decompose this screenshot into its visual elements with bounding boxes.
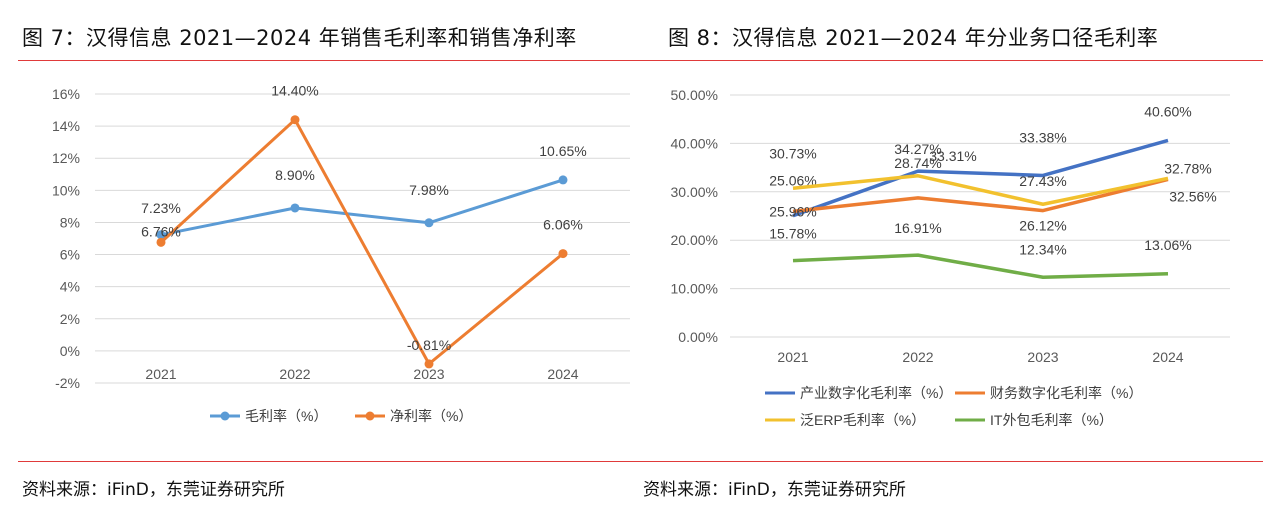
y-tick-label: 6%: [60, 247, 80, 263]
x-tick-label: 2021: [777, 349, 808, 365]
data-label: 34.27%: [894, 141, 941, 157]
series-line-1: [792, 138, 1169, 218]
series-line-2: [792, 177, 1169, 214]
data-label: 8.90%: [275, 167, 315, 183]
figure7-source: 资料来源：iFinD，东莞证券研究所: [22, 480, 285, 500]
y-tick-label: 40.00%: [671, 135, 718, 151]
y-tick-label: 10.00%: [671, 281, 718, 297]
y-tick-label: -2%: [55, 375, 80, 391]
title-divider: [18, 60, 1263, 61]
x-tick-label: 2022: [279, 366, 310, 382]
y-tick-label: 4%: [60, 279, 80, 295]
y-tick-label: 10%: [52, 182, 80, 198]
y-tick-label: 0%: [60, 343, 80, 359]
y-tick-label: 20.00%: [671, 232, 718, 248]
data-label: 32.56%: [1169, 188, 1216, 204]
data-label: 33.38%: [1019, 129, 1066, 145]
data-point: [156, 230, 166, 240]
data-point: [558, 175, 568, 185]
legend-label: 净利率（%）: [390, 408, 472, 424]
data-label: 33.31%: [929, 148, 976, 164]
data-label: 12.34%: [1019, 241, 1066, 257]
x-tick-label: 2024: [547, 366, 578, 382]
figure8-source: 资料来源：iFinD，东莞证券研究所: [643, 480, 906, 500]
legend-marker: [365, 411, 375, 421]
series-line-2: [159, 118, 564, 366]
legend-label: 产业数字化毛利率（%）: [800, 385, 952, 401]
data-label: 6.06%: [543, 217, 583, 233]
data-label: 10.65%: [539, 143, 586, 159]
y-tick-label: 12%: [52, 150, 80, 166]
data-label: 28.74%: [894, 155, 941, 171]
data-point: [558, 249, 568, 259]
data-label: 26.12%: [1019, 218, 1066, 234]
y-tick-label: 14%: [52, 118, 80, 134]
x-tick-label: 2023: [1027, 349, 1058, 365]
data-point: [424, 218, 434, 228]
series-line-4: [792, 253, 1169, 280]
data-label: 16.91%: [894, 220, 941, 236]
y-tick-label: 0.00%: [678, 329, 718, 345]
data-label: -0.81%: [407, 337, 451, 353]
legend-label: 泛ERP毛利率（%）: [800, 412, 925, 428]
y-tick-label: 30.00%: [671, 184, 718, 200]
data-label: 25.06%: [769, 173, 816, 189]
data-label: 7.23%: [141, 200, 181, 216]
data-label: 30.73%: [769, 145, 816, 161]
data-label: 13.06%: [1144, 237, 1191, 253]
figure8-title: 图 8：汉得信息 2021—2024 年分业务口径毛利率: [668, 26, 1159, 50]
legend-label: 毛利率（%）: [245, 408, 327, 424]
data-label: 14.40%: [271, 83, 318, 99]
data-label: 40.60%: [1144, 103, 1191, 119]
data-point: [156, 237, 166, 247]
legend-label: IT外包毛利率（%）: [990, 412, 1113, 428]
data-point: [290, 115, 300, 125]
series-line-1: [160, 178, 564, 237]
data-label: 7.98%: [409, 182, 449, 198]
data-point: [290, 203, 300, 213]
data-label: 15.78%: [769, 226, 816, 242]
figure7-title: 图 7：汉得信息 2021—2024 年销售毛利率和销售净利率: [22, 26, 577, 50]
x-tick-label: 2023: [413, 366, 444, 382]
x-tick-label: 2021: [145, 366, 176, 382]
x-tick-label: 2024: [1152, 349, 1183, 365]
legend-label: 财务数字化毛利率（%）: [990, 385, 1142, 401]
data-label: 27.43%: [1019, 173, 1066, 189]
y-tick-label: 2%: [60, 311, 80, 327]
source-divider: [18, 461, 1263, 462]
data-label: 25.96%: [769, 203, 816, 219]
data-label: 32.78%: [1164, 160, 1211, 176]
x-tick-label: 2022: [902, 349, 933, 365]
data-point: [424, 359, 434, 369]
data-label: 6.76%: [141, 223, 181, 239]
y-tick-label: 8%: [60, 214, 80, 230]
legend-marker: [220, 411, 230, 421]
y-tick-label: 50.00%: [671, 87, 718, 103]
series-line-3: [792, 174, 1169, 206]
y-tick-label: 16%: [52, 86, 80, 102]
